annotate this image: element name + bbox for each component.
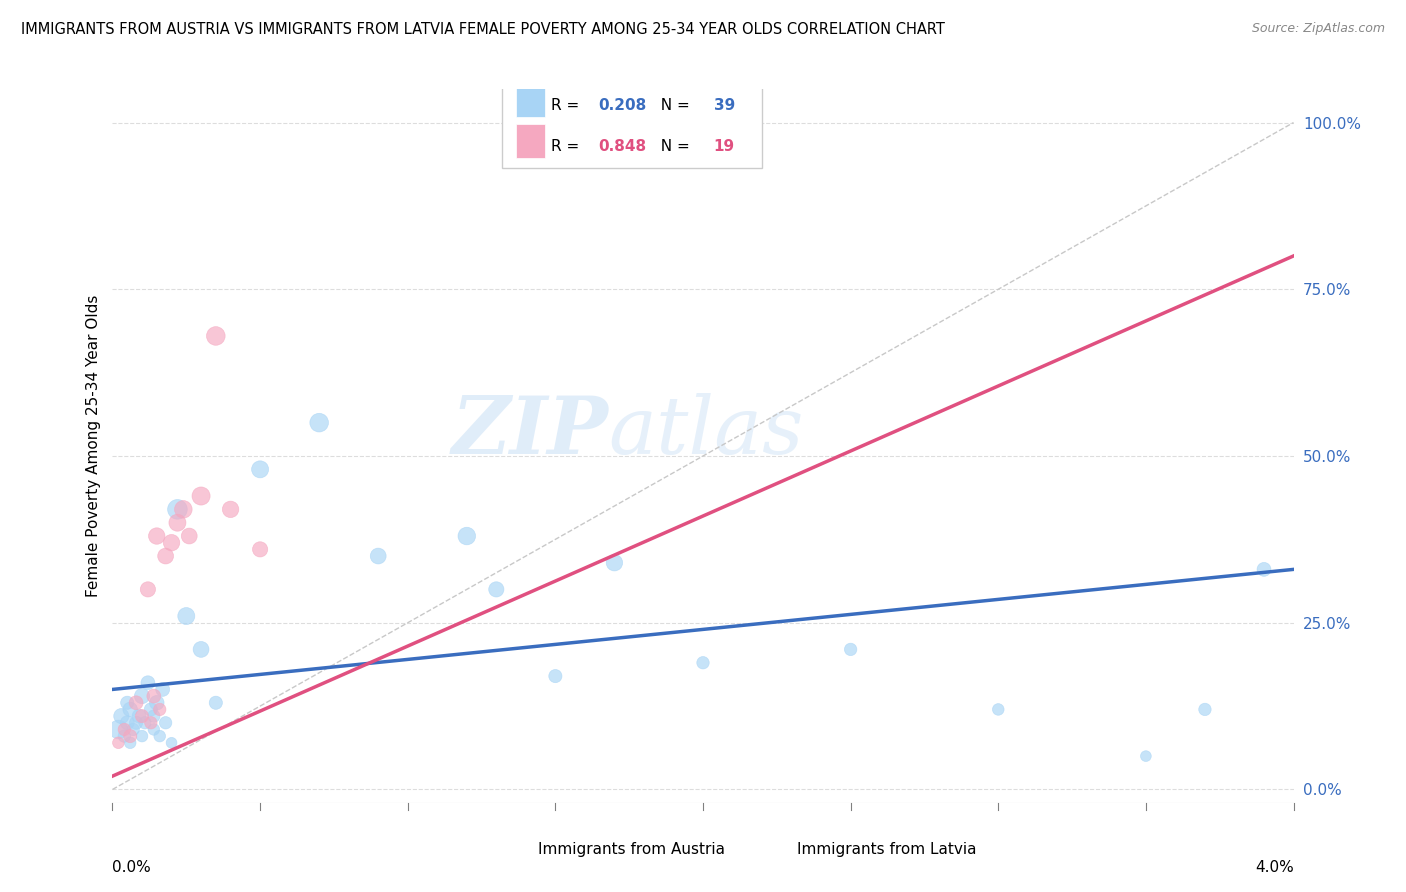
Point	[603, 556, 626, 570]
Point	[139, 715, 162, 730]
Text: Source: ZipAtlas.com: Source: ZipAtlas.com	[1251, 22, 1385, 36]
Text: ZIP: ZIP	[451, 393, 609, 470]
FancyBboxPatch shape	[501, 837, 530, 865]
Point	[125, 715, 148, 730]
Point	[1135, 749, 1157, 764]
Text: R =: R =	[551, 97, 583, 112]
Point	[146, 696, 169, 710]
Text: N =: N =	[651, 138, 695, 153]
Point	[142, 709, 165, 723]
Point	[166, 502, 188, 516]
Point	[172, 502, 194, 516]
Point	[120, 736, 142, 750]
Point	[136, 582, 159, 597]
Point	[166, 516, 188, 530]
Text: 19: 19	[714, 138, 735, 153]
Point	[149, 702, 172, 716]
Point	[1194, 702, 1216, 716]
Y-axis label: Female Poverty Among 25-34 Year Olds: Female Poverty Among 25-34 Year Olds	[86, 295, 101, 597]
Point	[107, 723, 129, 737]
Point	[139, 702, 162, 716]
Point	[179, 529, 201, 543]
Text: R =: R =	[551, 138, 583, 153]
Text: Immigrants from Latvia: Immigrants from Latvia	[797, 842, 977, 856]
Text: IMMIGRANTS FROM AUSTRIA VS IMMIGRANTS FROM LATVIA FEMALE POVERTY AMONG 25-34 YEA: IMMIGRANTS FROM AUSTRIA VS IMMIGRANTS FR…	[21, 22, 945, 37]
Point	[131, 729, 153, 743]
Point	[136, 675, 159, 690]
Point	[112, 723, 135, 737]
Point	[249, 462, 271, 476]
Point	[219, 502, 242, 516]
Point	[142, 689, 165, 703]
Point	[205, 329, 228, 343]
Point	[134, 715, 156, 730]
Point	[544, 669, 567, 683]
Point	[456, 529, 478, 543]
Point	[117, 696, 138, 710]
Text: 0.848: 0.848	[598, 138, 645, 153]
Point	[117, 715, 138, 730]
Point	[160, 535, 183, 549]
Text: 4.0%: 4.0%	[1254, 860, 1294, 875]
Point	[190, 642, 212, 657]
Point	[131, 689, 153, 703]
Point	[249, 542, 271, 557]
Point	[149, 729, 172, 743]
Point	[155, 715, 177, 730]
Point	[174, 609, 197, 624]
Point	[839, 642, 862, 657]
Point	[120, 702, 142, 716]
Point	[128, 709, 150, 723]
Point	[131, 709, 153, 723]
Point	[987, 702, 1010, 716]
FancyBboxPatch shape	[516, 125, 544, 158]
Point	[110, 709, 132, 723]
Text: Immigrants from Austria: Immigrants from Austria	[537, 842, 724, 856]
Point	[160, 736, 183, 750]
Text: 0.0%: 0.0%	[112, 860, 152, 875]
Point	[107, 736, 129, 750]
FancyBboxPatch shape	[502, 78, 762, 168]
Point	[142, 723, 165, 737]
Point	[308, 416, 330, 430]
FancyBboxPatch shape	[516, 84, 544, 117]
Point	[125, 696, 148, 710]
Text: 39: 39	[714, 97, 735, 112]
FancyBboxPatch shape	[761, 837, 789, 865]
Point	[367, 549, 389, 563]
Point	[190, 489, 212, 503]
Point	[152, 682, 174, 697]
Point	[155, 549, 177, 563]
Text: 0.208: 0.208	[598, 97, 647, 112]
Point	[146, 529, 169, 543]
Text: atlas: atlas	[609, 393, 804, 470]
Point	[122, 723, 145, 737]
Point	[1253, 562, 1275, 576]
Point	[120, 729, 142, 743]
Text: N =: N =	[651, 97, 695, 112]
Point	[485, 582, 508, 597]
Point	[112, 729, 135, 743]
Point	[205, 696, 228, 710]
Point	[692, 656, 714, 670]
